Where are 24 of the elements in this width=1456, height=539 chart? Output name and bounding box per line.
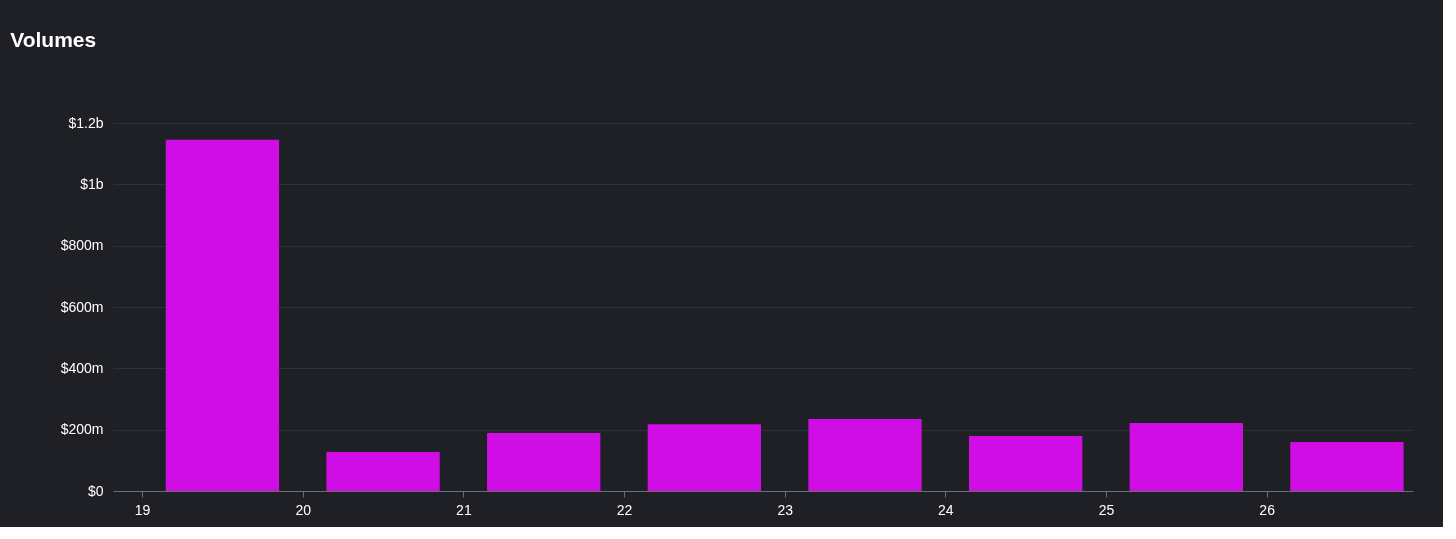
x-tick-label: 26 <box>1259 501 1276 518</box>
x-tick-label: 20 <box>295 501 312 518</box>
bar <box>647 424 762 491</box>
bar <box>808 418 922 491</box>
x-tick-label: 25 <box>1098 501 1115 518</box>
x-tick-label: 23 <box>777 501 794 518</box>
x-tick-label: 24 <box>938 501 954 518</box>
y-tick-label: $0 <box>87 482 104 499</box>
bar <box>326 452 440 491</box>
y-tick-label: $600m <box>60 298 104 315</box>
y-tick-label: $800m <box>60 237 104 254</box>
y-tick-label: $1.2b <box>68 114 104 131</box>
y-tick-label: $400m <box>60 359 104 376</box>
x-tick-label: 21 <box>456 501 472 518</box>
bar <box>1129 422 1243 491</box>
chart-title: Volumes <box>10 28 97 51</box>
bar <box>487 433 601 491</box>
bar <box>969 436 1083 491</box>
bar <box>165 139 280 491</box>
bar <box>1290 441 1404 491</box>
x-tick-label: 19 <box>134 501 151 518</box>
x-tick-label: 22 <box>616 501 633 518</box>
y-tick-label: $200m <box>60 421 104 438</box>
y-tick-label: $1b <box>80 175 104 192</box>
